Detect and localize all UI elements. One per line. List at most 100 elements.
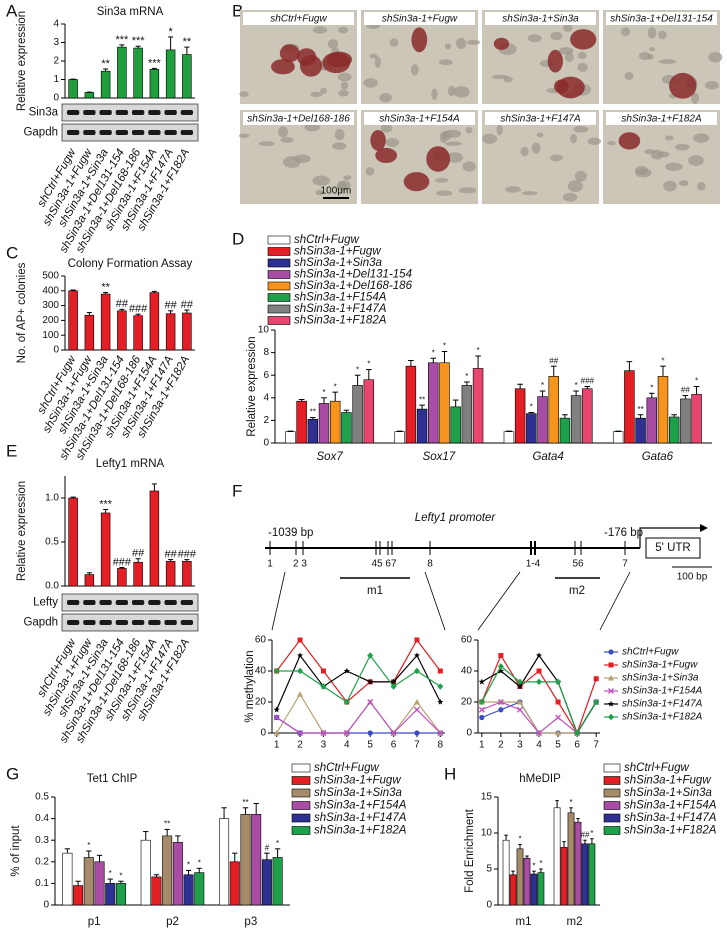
colony [403,172,430,192]
marker [478,698,485,706]
cell [337,72,352,82]
y-tick-label: 0 [263,438,269,449]
cell [438,59,453,66]
cell [462,161,476,172]
x-tick-label: 2 [498,740,504,751]
series-line [276,654,441,710]
significance-label: * [443,342,446,351]
bar [251,813,262,906]
marker [516,683,524,690]
legend-label: shSin3a-1+F147A [314,812,407,824]
legend-swatch [267,304,291,314]
cell [527,34,542,43]
bar [530,873,538,906]
marker [343,667,350,674]
legend-label: shSin3a-1+Sin3a [314,787,402,799]
blot-label: Gapdh [23,127,58,139]
cell [434,177,449,183]
legend-label: shSin3a-1+Sin3a [294,257,382,269]
blot-band [131,110,145,115]
y-tick-label: 15 [481,792,493,803]
promoter-end: -176 bp [604,527,643,539]
cell [624,72,634,80]
x-tick-label: Gata6 [642,451,674,463]
bar [194,872,205,906]
bar [582,388,593,444]
cell [431,88,438,100]
blot-band [131,130,145,135]
significance-label: * [590,829,593,838]
bar [183,874,194,906]
y-tick-label: 5 [486,864,492,875]
marker [320,730,327,736]
marker [593,676,599,682]
cell [577,62,588,72]
marker [497,699,504,705]
region-label: m2 [569,585,585,597]
scale-label: 100μm [321,186,352,197]
legend-label: shSin3a-1+Fugw [624,775,711,787]
legend-swatch [291,826,311,835]
cell [704,80,719,90]
bar [318,403,330,444]
y-axis-label: % of input [10,825,22,877]
cell [570,133,577,144]
legend-label: shCtrl+Fugw [314,762,380,774]
cell [587,137,602,145]
significance-label: ** [242,798,248,807]
scale-label: 100 bp [677,572,708,583]
cell [657,151,670,158]
significance-label: * [87,841,90,850]
legend-swatch [267,258,291,268]
legend-label: shSin3a-1+F182A [294,315,387,327]
blot-band [66,110,80,115]
blot-strip [61,103,199,122]
marker [516,699,523,705]
legend-label: shSin3a-1+Del131-154 [294,269,412,281]
marker [536,730,542,736]
cell [550,31,563,41]
bar [624,370,635,444]
marker [498,653,504,658]
marker [367,652,374,659]
blot-band [115,110,129,115]
y-tick-label: 0.3 [35,835,49,846]
x-tick-label: m1 [516,916,532,928]
series-line [276,716,441,734]
marker [593,698,600,706]
x-tick-label: 1 [274,740,280,751]
blot-band [131,600,145,605]
y-axis-label: Relative expression [16,11,28,111]
bar [439,362,450,444]
significance-label: * [530,403,533,412]
cell [644,149,655,155]
significance-label: ## [181,299,194,311]
micrograph [603,10,720,104]
legend-swatch [291,801,311,810]
legend-label: shCtrl+Fugw [294,234,360,246]
x-tick-label: Gata4 [532,451,563,463]
bar [461,385,473,444]
significance-label: * [661,356,664,365]
blot-band [148,620,161,625]
cell [410,64,419,76]
cell [664,135,674,141]
blot-band [115,600,129,605]
panel-letter: C [6,243,18,262]
y-tick-label: 0.5 [45,537,59,548]
colony [554,79,569,94]
bar [73,885,84,906]
cell [445,141,463,146]
significance-label: * [518,835,521,844]
x-tick-label: 1 [479,740,485,751]
cell [658,30,667,40]
bar [149,292,160,351]
colony [271,59,295,75]
legend-label: shSin3a-1+F154A [624,800,717,812]
significance-label: ** [637,405,643,414]
significance-label: * [569,798,572,807]
marker [608,713,614,721]
marker [536,678,542,686]
marker [413,706,420,713]
legend-label: shSin3a-1+F182A [622,712,703,723]
